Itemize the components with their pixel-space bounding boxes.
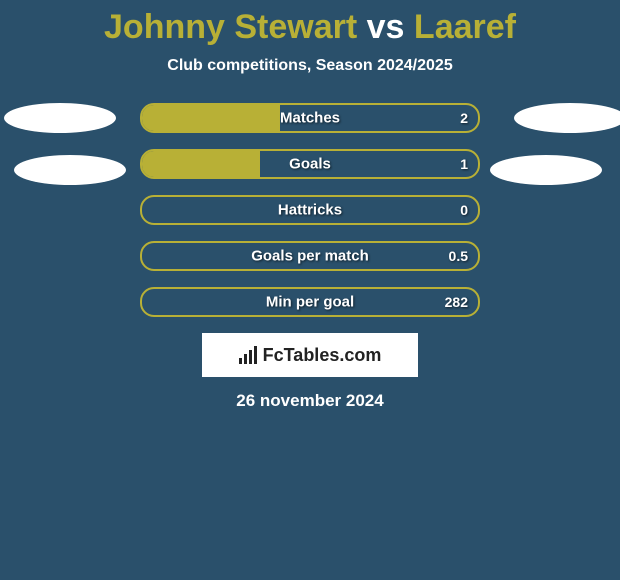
stat-value-right: 1 — [460, 156, 468, 172]
date-text: 26 november 2024 — [0, 391, 620, 411]
stat-value-right: 0 — [460, 202, 468, 218]
stat-value-right: 282 — [445, 294, 468, 310]
stat-row: Hattricks 0 — [140, 195, 480, 225]
stat-row: Min per goal 282 — [140, 287, 480, 317]
stat-label: Hattricks — [278, 202, 342, 219]
chart-icon — [239, 346, 257, 364]
page-title: Johnny Stewart vs Laaref — [0, 8, 620, 47]
stat-label: Min per goal — [266, 294, 354, 311]
stat-fill-left — [142, 151, 260, 177]
stat-label: Goals per match — [251, 248, 369, 265]
stat-value-right: 2 — [460, 110, 468, 126]
ellipse-left-1 — [4, 103, 116, 133]
stat-fill-left — [142, 105, 280, 131]
stats-area: Matches 2 Goals 1 Hattricks 0 Goals per match 0… — [0, 103, 620, 411]
logo-text: FcTables.com — [263, 345, 382, 366]
subtitle: Club competitions, Season 2024/2025 — [0, 57, 620, 75]
card-container: Johnny Stewart vs Laaref Club competitio… — [0, 0, 620, 411]
stat-label: Matches — [280, 110, 340, 127]
stat-row: Goals per match 0.5 — [140, 241, 480, 271]
title-player2: Laaref — [414, 8, 516, 46]
stat-label: Goals — [289, 156, 331, 173]
ellipse-left-2 — [14, 155, 126, 185]
ellipse-right-2 — [490, 155, 602, 185]
title-player1: Johnny Stewart — [104, 8, 357, 46]
stat-row: Goals 1 — [140, 149, 480, 179]
stat-value-right: 0.5 — [449, 248, 468, 264]
title-vs: vs — [367, 8, 405, 46]
stat-row: Matches 2 — [140, 103, 480, 133]
fctables-logo: FcTables.com — [239, 345, 382, 366]
ellipse-right-1 — [514, 103, 620, 133]
logo-box[interactable]: FcTables.com — [202, 333, 418, 377]
